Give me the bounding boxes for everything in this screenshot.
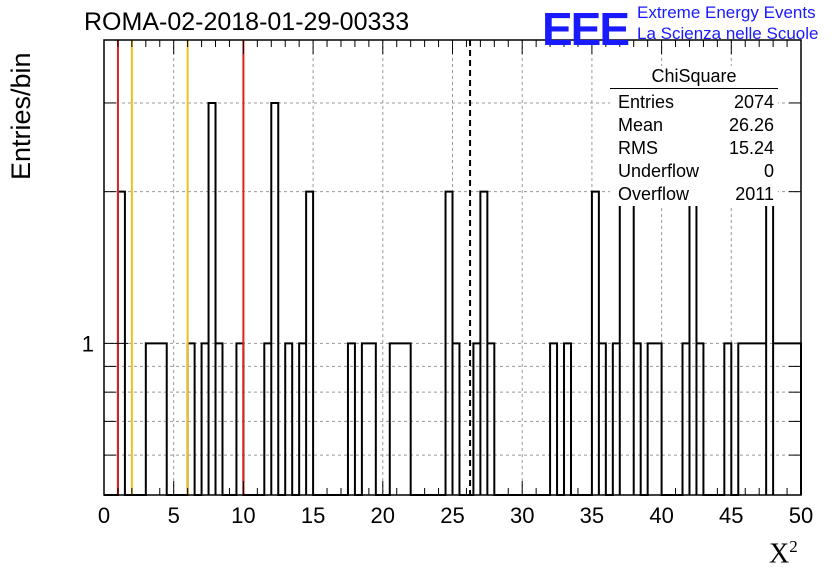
stats-value: 26.26 <box>728 115 774 135</box>
x-tick-label: 10 <box>231 503 255 528</box>
stats-row-mean: Mean 26.26 <box>610 114 778 137</box>
stats-label: Entries <box>618 92 675 112</box>
x-tick-label: 45 <box>719 503 743 528</box>
stats-value: 2011 <box>735 184 774 204</box>
y-tick-label: 1 <box>82 331 94 356</box>
x-tick-label: 35 <box>580 503 604 528</box>
histogram-bin <box>648 343 662 495</box>
logo-line-2: La Scienza nelle Scuole <box>637 24 819 43</box>
x-tick-label: 5 <box>168 503 180 528</box>
x-tick-label: 0 <box>98 503 110 528</box>
histogram-bin <box>209 103 216 495</box>
x-axis-label-symbol: X <box>769 538 790 570</box>
histogram-bin <box>271 103 278 495</box>
x-axis-label: X2 <box>769 537 798 570</box>
stats-label: RMS <box>618 138 658 158</box>
stats-value: 2074 <box>733 92 774 112</box>
eee-logo-mark: EEE <box>542 3 630 55</box>
stats-title: ChiSquare <box>610 66 778 89</box>
y-axis-label: Entries/bin <box>6 52 36 180</box>
x-tick-label: 40 <box>649 503 673 528</box>
x-tick-label: 50 <box>789 503 813 528</box>
stats-value: 15.24 <box>728 138 774 158</box>
stats-label: Overflow <box>618 184 690 204</box>
stats-row-overflow: Overflow 2011 <box>610 183 778 206</box>
x-tick-label: 30 <box>510 503 534 528</box>
x-tick-label: 25 <box>440 503 464 528</box>
stats-row-rms: RMS 15.24 <box>610 137 778 160</box>
logo-line-1: Extreme Energy Events <box>637 3 816 22</box>
stats-box: ChiSquare Entries 2074 Mean 26.26 RMS 15… <box>610 66 778 206</box>
stats-row-underflow: Underflow 0 <box>610 160 778 183</box>
chart-title: ROMA-02-2018-01-29-00333 <box>84 8 410 36</box>
stats-label: Underflow <box>618 161 700 181</box>
stats-label: Mean <box>618 115 664 135</box>
stats-row-entries: Entries 2074 <box>610 91 778 114</box>
x-tick-label: 20 <box>371 503 395 528</box>
x-axis-label-superscript: 2 <box>789 537 798 556</box>
x-tick-label: 15 <box>301 503 325 528</box>
stats-value: 0 <box>763 161 774 181</box>
